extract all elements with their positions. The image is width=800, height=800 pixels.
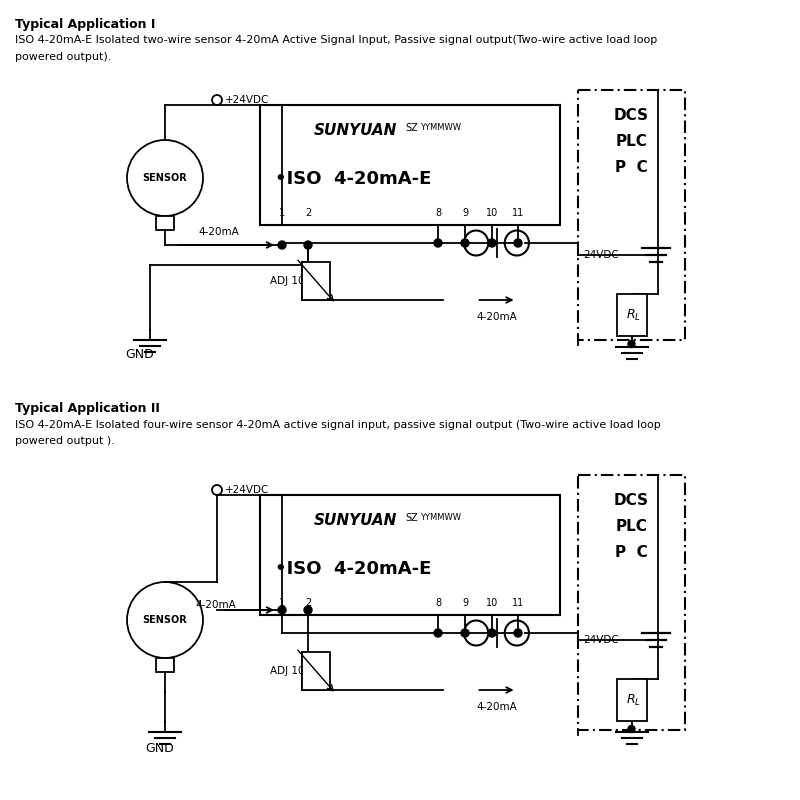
Circle shape bbox=[461, 629, 469, 637]
Text: PLC: PLC bbox=[615, 519, 647, 534]
Text: 10: 10 bbox=[486, 598, 498, 608]
Text: DCS: DCS bbox=[614, 108, 649, 123]
Text: $R_L$: $R_L$ bbox=[626, 693, 641, 707]
Circle shape bbox=[127, 140, 203, 216]
Text: 4-20mA: 4-20mA bbox=[476, 312, 517, 322]
Bar bbox=[617, 679, 646, 721]
Text: 8: 8 bbox=[435, 208, 441, 218]
Text: YYMMWW: YYMMWW bbox=[420, 123, 461, 132]
Text: •ISO  4-20mA-E: •ISO 4-20mA-E bbox=[275, 560, 431, 578]
Circle shape bbox=[304, 241, 312, 249]
Text: ISO 4-20mA-E Isolated two-wire sensor 4-20mA Active Signal Input, Passive signal: ISO 4-20mA-E Isolated two-wire sensor 4-… bbox=[15, 35, 658, 45]
Circle shape bbox=[514, 629, 522, 637]
Bar bbox=[260, 495, 560, 615]
Text: GND: GND bbox=[146, 742, 174, 755]
Text: ADJ 10K: ADJ 10K bbox=[270, 666, 311, 676]
Text: PLC: PLC bbox=[615, 134, 647, 149]
Text: Typical Application II: Typical Application II bbox=[15, 402, 160, 415]
Circle shape bbox=[628, 726, 635, 733]
Text: 4-20mA: 4-20mA bbox=[195, 600, 236, 610]
Circle shape bbox=[628, 341, 635, 347]
Text: YYMMWW: YYMMWW bbox=[420, 513, 461, 522]
Text: GND: GND bbox=[126, 348, 154, 361]
Text: 1: 1 bbox=[279, 598, 285, 608]
Circle shape bbox=[488, 629, 496, 637]
Bar bbox=[156, 216, 174, 230]
Text: 9: 9 bbox=[462, 208, 468, 218]
Bar bbox=[302, 652, 330, 690]
Text: powered output ).: powered output ). bbox=[15, 436, 115, 446]
Text: SENSOR: SENSOR bbox=[142, 173, 187, 183]
Text: Typical Application I: Typical Application I bbox=[15, 18, 155, 31]
Text: +24VDC: +24VDC bbox=[225, 485, 270, 495]
Text: P  C: P C bbox=[615, 160, 648, 175]
Text: 2: 2 bbox=[305, 598, 311, 608]
Circle shape bbox=[434, 629, 442, 637]
Text: ADJ 10K: ADJ 10K bbox=[270, 276, 311, 286]
Bar bbox=[617, 294, 646, 336]
Text: $R_L$: $R_L$ bbox=[626, 307, 641, 322]
Text: SUNYUAN: SUNYUAN bbox=[314, 513, 397, 528]
Bar bbox=[578, 90, 685, 340]
Text: 8: 8 bbox=[435, 598, 441, 608]
Text: 10: 10 bbox=[486, 208, 498, 218]
Text: 24VDC: 24VDC bbox=[583, 250, 618, 260]
Circle shape bbox=[127, 582, 203, 658]
Circle shape bbox=[514, 239, 522, 247]
Text: SUNYUAN: SUNYUAN bbox=[314, 123, 397, 138]
Text: 4-20mA: 4-20mA bbox=[476, 702, 517, 712]
Bar bbox=[578, 475, 685, 730]
Text: SZ: SZ bbox=[405, 123, 418, 133]
Text: 11: 11 bbox=[512, 598, 524, 608]
Text: SENSOR: SENSOR bbox=[142, 615, 187, 625]
Text: 1: 1 bbox=[279, 208, 285, 218]
Circle shape bbox=[304, 606, 312, 614]
Text: P  C: P C bbox=[615, 545, 648, 560]
Text: 11: 11 bbox=[512, 208, 524, 218]
Text: ISO 4-20mA-E Isolated four-wire sensor 4-20mA active signal input, passive signa: ISO 4-20mA-E Isolated four-wire sensor 4… bbox=[15, 420, 661, 430]
Bar bbox=[302, 262, 330, 300]
Circle shape bbox=[434, 239, 442, 247]
Text: SZ: SZ bbox=[405, 513, 418, 523]
Text: 2: 2 bbox=[305, 208, 311, 218]
Circle shape bbox=[488, 239, 496, 247]
Text: 4-20mA: 4-20mA bbox=[198, 227, 238, 237]
Circle shape bbox=[461, 239, 469, 247]
Bar bbox=[260, 105, 560, 225]
Text: powered output).: powered output). bbox=[15, 52, 111, 62]
Circle shape bbox=[278, 241, 286, 249]
Text: 24VDC: 24VDC bbox=[583, 635, 618, 645]
Text: 9: 9 bbox=[462, 598, 468, 608]
Text: +24VDC: +24VDC bbox=[225, 95, 270, 105]
Text: DCS: DCS bbox=[614, 493, 649, 508]
Circle shape bbox=[278, 606, 286, 614]
Bar bbox=[156, 658, 174, 672]
Text: •ISO  4-20mA-E: •ISO 4-20mA-E bbox=[275, 170, 431, 188]
